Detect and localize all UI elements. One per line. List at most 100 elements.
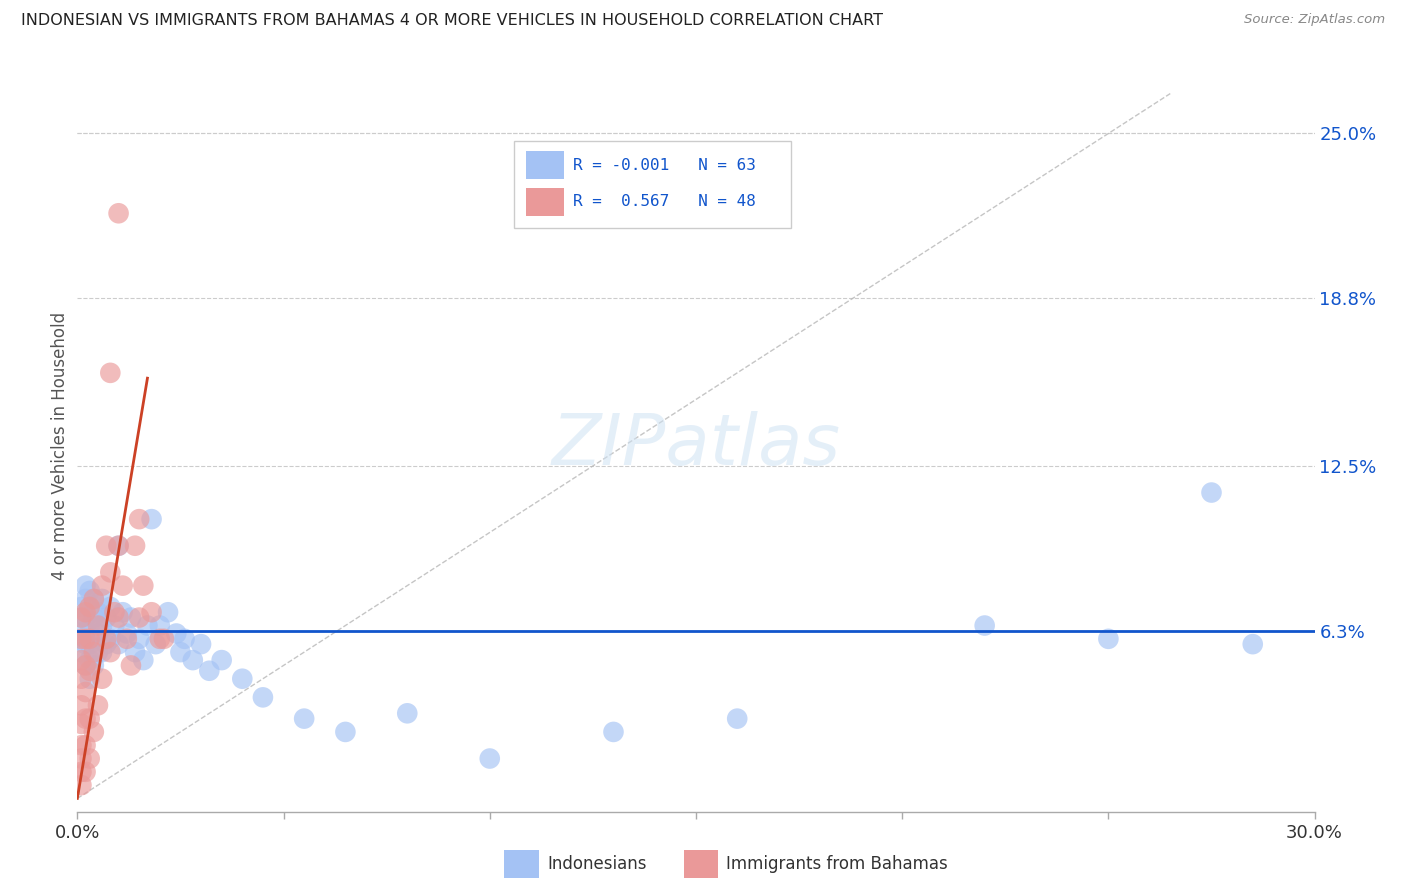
Text: R =  0.567   N = 48: R = 0.567 N = 48 <box>574 194 756 210</box>
Point <box>181 653 204 667</box>
Point <box>145 637 167 651</box>
Point <box>1097 632 1119 646</box>
Point <box>169 645 191 659</box>
Point <box>70 672 93 686</box>
Point <box>165 626 187 640</box>
Point <box>124 539 146 553</box>
Point <box>79 672 101 686</box>
Point <box>75 624 97 638</box>
Point <box>120 610 142 624</box>
Y-axis label: 4 or more Vehicles in Household: 4 or more Vehicles in Household <box>51 312 69 580</box>
Bar <box>526 188 564 216</box>
Point <box>79 618 101 632</box>
Point <box>70 610 93 624</box>
Point <box>70 632 93 646</box>
Point <box>96 610 118 624</box>
Point <box>75 658 97 673</box>
Point <box>107 539 129 553</box>
Bar <box>683 850 718 878</box>
Point <box>70 653 93 667</box>
Point <box>91 672 114 686</box>
Point <box>87 605 110 619</box>
Point <box>120 658 142 673</box>
Point <box>96 539 118 553</box>
Point <box>91 591 114 606</box>
Text: ZIPatlas: ZIPatlas <box>551 411 841 481</box>
Point <box>128 632 150 646</box>
Point <box>190 637 212 651</box>
Text: Indonesians: Indonesians <box>547 855 647 872</box>
Point <box>96 637 118 651</box>
Point <box>75 591 97 606</box>
Point <box>107 206 129 220</box>
Point <box>96 632 118 646</box>
Text: Immigrants from Bahamas: Immigrants from Bahamas <box>725 855 948 872</box>
Point <box>335 725 357 739</box>
Point <box>211 653 233 667</box>
Point <box>79 584 101 599</box>
Point <box>75 685 97 699</box>
Point <box>75 712 97 726</box>
Point <box>725 712 748 726</box>
Point <box>231 672 253 686</box>
Point <box>91 645 114 659</box>
Point <box>198 664 221 678</box>
Text: INDONESIAN VS IMMIGRANTS FROM BAHAMAS 4 OR MORE VEHICLES IN HOUSEHOLD CORRELATIO: INDONESIAN VS IMMIGRANTS FROM BAHAMAS 4 … <box>21 13 883 29</box>
Point <box>98 599 121 614</box>
Bar <box>505 850 538 878</box>
Point <box>83 632 105 646</box>
Point <box>87 626 110 640</box>
Point <box>111 605 134 619</box>
Point <box>107 539 129 553</box>
Point <box>98 645 121 659</box>
Point <box>87 698 110 713</box>
Point <box>70 698 93 713</box>
Point <box>70 599 93 614</box>
Point <box>79 632 101 646</box>
Point <box>70 717 93 731</box>
Point <box>87 645 110 659</box>
Point <box>107 610 129 624</box>
Point <box>115 632 138 646</box>
Point <box>87 618 110 632</box>
Point <box>91 579 114 593</box>
Point <box>70 610 93 624</box>
Point <box>128 512 150 526</box>
Point <box>98 632 121 646</box>
Point <box>79 637 101 651</box>
Text: Source: ZipAtlas.com: Source: ZipAtlas.com <box>1244 13 1385 27</box>
Point <box>132 653 155 667</box>
Point <box>141 512 163 526</box>
Point <box>103 618 125 632</box>
Point <box>83 610 105 624</box>
Point <box>83 725 105 739</box>
Point <box>157 605 180 619</box>
Point <box>153 632 176 646</box>
Point <box>79 599 101 614</box>
Point <box>79 664 101 678</box>
Point <box>75 658 97 673</box>
Point <box>111 579 134 593</box>
Point <box>136 618 159 632</box>
Point <box>79 653 101 667</box>
Point <box>70 751 93 765</box>
Point <box>75 610 97 624</box>
Text: R = -0.001   N = 63: R = -0.001 N = 63 <box>574 158 756 173</box>
Point <box>124 645 146 659</box>
Point <box>75 738 97 752</box>
Point <box>98 566 121 580</box>
Point <box>75 637 97 651</box>
Point <box>115 626 138 640</box>
Point <box>1201 485 1223 500</box>
Point <box>149 632 172 646</box>
Bar <box>526 152 564 179</box>
Point <box>103 605 125 619</box>
Point <box>292 712 315 726</box>
Point <box>107 637 129 651</box>
Point <box>602 725 624 739</box>
Point <box>252 690 274 705</box>
Point <box>70 738 93 752</box>
Point <box>70 778 93 792</box>
Point <box>79 751 101 765</box>
Point <box>75 632 97 646</box>
